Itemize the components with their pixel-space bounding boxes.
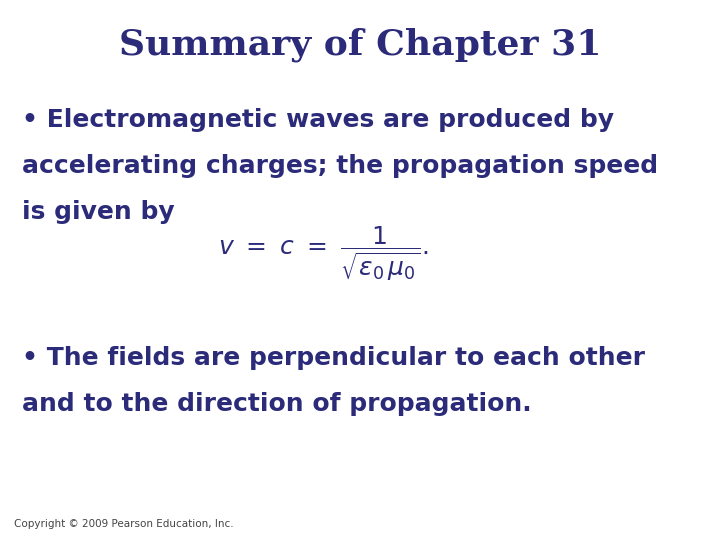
Text: accelerating charges; the propagation speed: accelerating charges; the propagation sp… [22, 154, 658, 178]
Text: $\mathit{v} \ = \ \mathit{c} \ = \ \dfrac{1}{\sqrt{\epsilon_0 \, \mu_0}}.$: $\mathit{v} \ = \ \mathit{c} \ = \ \dfra… [218, 225, 430, 283]
Text: is given by: is given by [22, 200, 174, 224]
Text: • Electromagnetic waves are produced by: • Electromagnetic waves are produced by [22, 108, 613, 132]
Text: • The fields are perpendicular to each other: • The fields are perpendicular to each o… [22, 346, 644, 369]
Text: Summary of Chapter 31: Summary of Chapter 31 [119, 27, 601, 62]
Text: and to the direction of propagation.: and to the direction of propagation. [22, 392, 531, 415]
Text: Copyright © 2009 Pearson Education, Inc.: Copyright © 2009 Pearson Education, Inc. [14, 519, 234, 529]
